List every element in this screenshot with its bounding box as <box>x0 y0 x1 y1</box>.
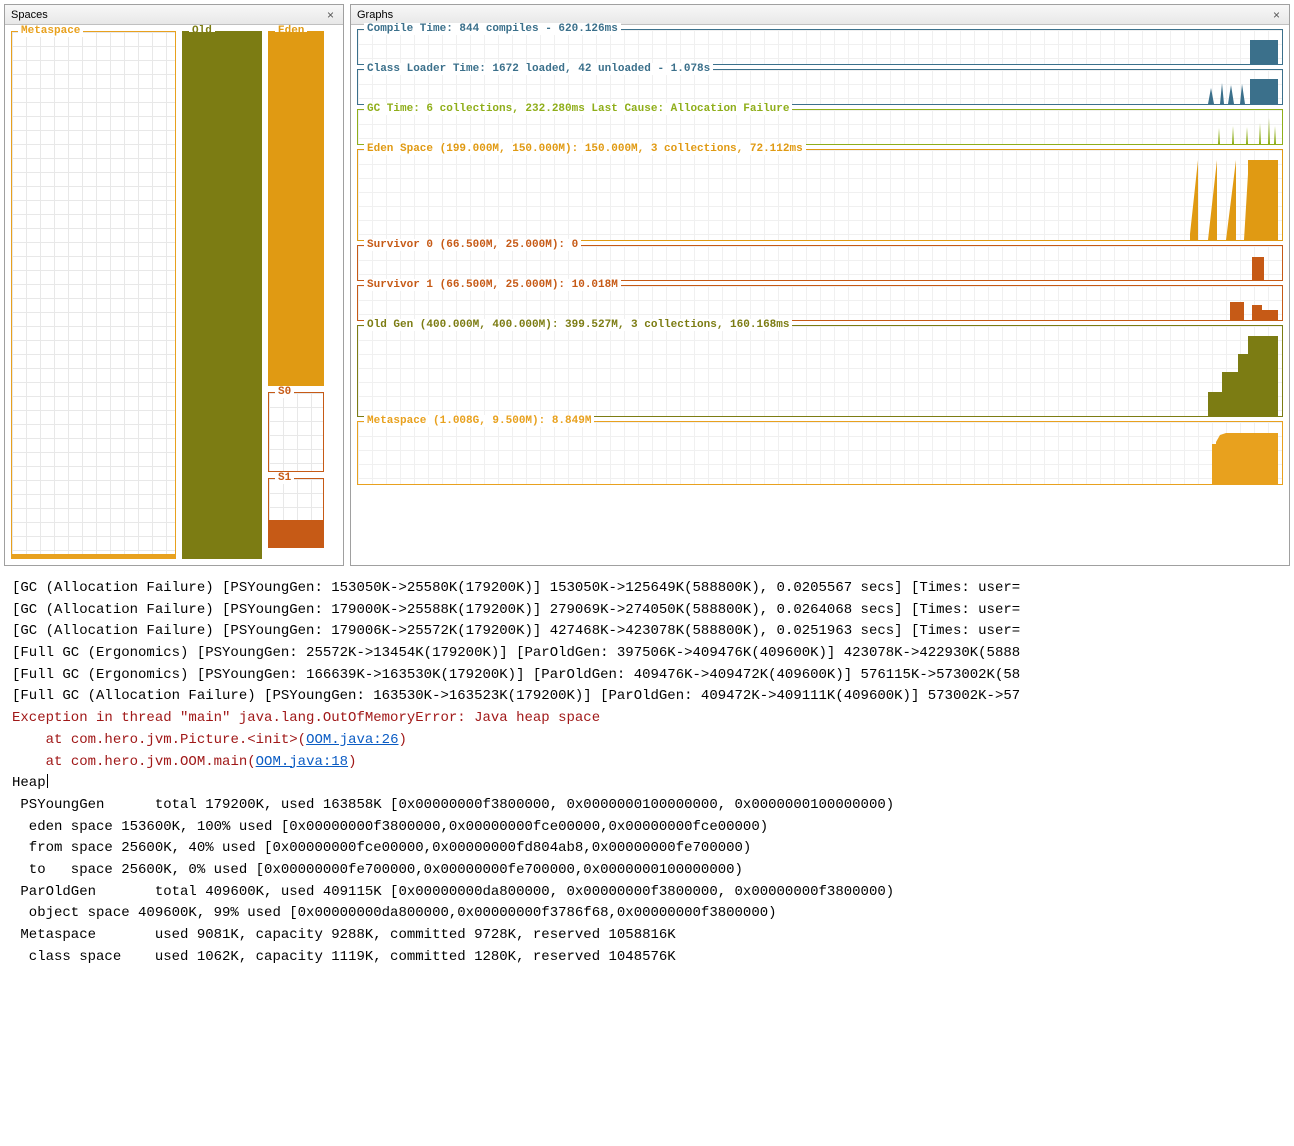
space-s0: S0 <box>268 392 324 472</box>
space-s1-label: S1 <box>275 472 294 484</box>
spaces-col-old: Old <box>182 31 262 559</box>
close-icon[interactable]: × <box>1270 8 1283 22</box>
graph-eden-label: Eden Space (199.000M, 150.000M): 150.000… <box>364 143 806 155</box>
console-line: to space 25600K, 0% used [0x00000000fe70… <box>12 860 1282 882</box>
graph-classload-spark <box>1200 74 1280 104</box>
space-metaspace-label: Metaspace <box>18 25 83 37</box>
space-eden-fill <box>269 32 323 385</box>
graphs-panel-header: Graphs × <box>351 5 1289 25</box>
spaces-panel: Spaces × Metaspace Old Eden <box>4 4 344 566</box>
console-line: [GC (Allocation Failure) [PSYoungGen: 17… <box>12 621 1282 643</box>
console-line: [GC (Allocation Failure) [PSYoungGen: 17… <box>12 600 1282 622</box>
graph-eden: Eden Space (199.000M, 150.000M): 150.000… <box>357 149 1283 241</box>
console-line: [Full GC (Allocation Failure) [PSYoungGe… <box>12 686 1282 708</box>
graph-surv1: Survivor 1 (66.500M, 25.000M): 10.018M <box>357 285 1283 321</box>
spaces-panel-title: Spaces <box>11 9 48 21</box>
close-icon[interactable]: × <box>324 8 337 22</box>
console-line: [Full GC (Ergonomics) [PSYoungGen: 25572… <box>12 643 1282 665</box>
console-line: object space 409600K, 99% used [0x000000… <box>12 903 1282 925</box>
space-s0-label: S0 <box>275 386 294 398</box>
spaces-col-metaspace: Metaspace <box>11 31 176 559</box>
space-s1: S1 <box>268 478 324 548</box>
graph-classload: Class Loader Time: 1672 loaded, 42 unloa… <box>357 69 1283 105</box>
graph-surv1-spark <box>1200 290 1280 320</box>
space-metaspace-fill <box>12 554 175 558</box>
spaces-col-right: Eden S0 S1 <box>268 31 324 559</box>
console-line: class space used 1062K, capacity 1119K, … <box>12 947 1282 969</box>
graph-meta: Metaspace (1.008G, 9.500M): 8.849M <box>357 421 1283 485</box>
console-line: from space 25600K, 40% used [0x00000000f… <box>12 838 1282 860</box>
graph-gctime: GC Time: 6 collections, 232.280ms Last C… <box>357 109 1283 145</box>
graph-oldgen-spark <box>1190 330 1280 416</box>
graphs-panel-title: Graphs <box>357 9 393 21</box>
space-old-fill <box>183 32 261 558</box>
arrow-icon <box>12 732 46 748</box>
console-line: Metaspace used 9081K, capacity 9288K, co… <box>12 925 1282 947</box>
graph-oldgen-label: Old Gen (400.000M, 400.000M): 399.527M, … <box>364 319 792 331</box>
graph-eden-spark <box>1190 154 1280 240</box>
graph-surv1-label: Survivor 1 (66.500M, 25.000M): 10.018M <box>364 279 621 291</box>
graph-surv0-label: Survivor 0 (66.500M, 25.000M): 0 <box>364 239 581 251</box>
graph-gctime-spark <box>1200 114 1280 144</box>
graph-classload-label: Class Loader Time: 1672 loaded, 42 unloa… <box>364 63 713 75</box>
space-metaspace: Metaspace <box>11 31 176 559</box>
console-line: Heap <box>12 773 1282 795</box>
stacktrace-link[interactable]: OOM.java:26 <box>306 732 398 748</box>
console-line: at com.hero.jvm.OOM.main(OOM.java:18) <box>12 752 1282 774</box>
graph-meta-spark <box>1190 426 1280 484</box>
console-line: eden space 153600K, 100% used [0x0000000… <box>12 817 1282 839</box>
graphs-panel: Graphs × Compile Time: 844 compiles - 62… <box>350 4 1290 566</box>
graph-compile: Compile Time: 844 compiles - 620.126ms <box>357 29 1283 65</box>
space-s1-fill <box>269 520 323 547</box>
graph-surv0: Survivor 0 (66.500M, 25.000M): 0 <box>357 245 1283 281</box>
graph-compile-label: Compile Time: 844 compiles - 620.126ms <box>364 23 621 35</box>
graph-surv0-spark <box>1200 250 1280 280</box>
space-old: Old <box>182 31 262 559</box>
console-line: [GC (Allocation Failure) [PSYoungGen: 15… <box>12 578 1282 600</box>
arrow-icon <box>12 754 46 770</box>
spaces-body: Metaspace Old Eden S0 <box>5 25 343 565</box>
console-line: at com.hero.jvm.Picture.<init>(OOM.java:… <box>12 730 1282 752</box>
graphs-body: Compile Time: 844 compiles - 620.126msCl… <box>351 25 1289 489</box>
graph-gctime-label: GC Time: 6 collections, 232.280ms Last C… <box>364 103 792 115</box>
console-line: PSYoungGen total 179200K, used 163858K [… <box>12 795 1282 817</box>
console-line: ParOldGen total 409600K, used 409115K [0… <box>12 882 1282 904</box>
graph-oldgen: Old Gen (400.000M, 400.000M): 399.527M, … <box>357 325 1283 417</box>
top-panels: Spaces × Metaspace Old Eden <box>0 0 1294 570</box>
stacktrace-link[interactable]: OOM.java:18 <box>256 754 348 770</box>
console-line: Exception in thread "main" java.lang.Out… <box>12 708 1282 730</box>
graph-compile-spark <box>1200 34 1280 64</box>
console-output: [GC (Allocation Failure) [PSYoungGen: 15… <box>0 570 1294 976</box>
spaces-panel-header: Spaces × <box>5 5 343 25</box>
console-line: [Full GC (Ergonomics) [PSYoungGen: 16663… <box>12 665 1282 687</box>
space-eden: Eden <box>268 31 324 386</box>
graph-meta-label: Metaspace (1.008G, 9.500M): 8.849M <box>364 415 594 427</box>
